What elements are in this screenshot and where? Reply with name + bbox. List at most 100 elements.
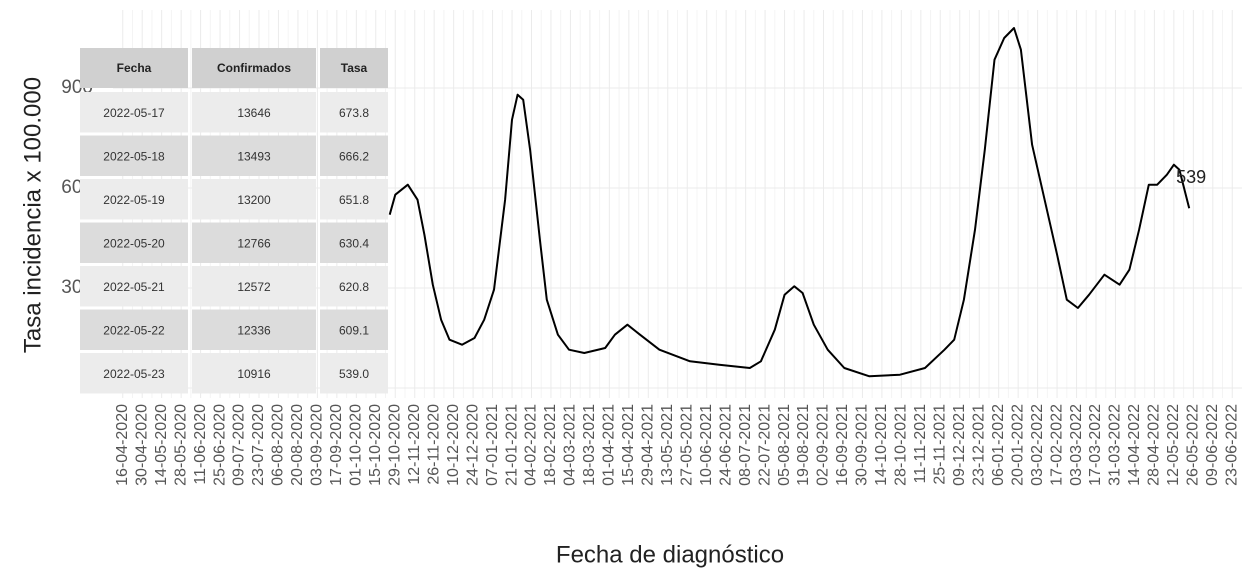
x-tick-label: 23-12-2021 [970, 404, 987, 486]
x-tick-label: 14-10-2021 [873, 404, 890, 486]
table-cell [80, 222, 188, 263]
x-tick-label: 06-01-2022 [990, 404, 1007, 486]
x-tick-label: 11-06-2020 [192, 404, 209, 485]
x-tick-label: 01-04-2021 [601, 404, 618, 486]
cell-text: 609.1 [339, 323, 369, 337]
x-tick-label: 27-05-2021 [678, 404, 695, 486]
cell-text: 2022-05-23 [103, 367, 165, 381]
x-tick-label: 06-08-2020 [270, 404, 287, 486]
x-tick-label: 01-10-2020 [348, 404, 365, 486]
x-tick-label: 09-12-2021 [951, 404, 968, 486]
x-tick-label: 04-03-2021 [562, 404, 579, 486]
table-cell [320, 92, 388, 133]
table-cell [80, 266, 188, 307]
y-axis-title: Tasa incidencia x 100.000 [19, 77, 46, 353]
cell-text: 666.2 [339, 149, 369, 163]
x-tick-label: 28-05-2020 [172, 404, 189, 486]
cell-text: 12572 [237, 280, 271, 294]
x-tick-label: 25-11-2021 [932, 404, 949, 485]
cell-text: 2022-05-20 [103, 236, 165, 250]
table-cell [192, 266, 316, 307]
x-tick-label: 17-03-2022 [1087, 404, 1104, 486]
x-tick-label: 16-04-2020 [114, 404, 131, 486]
x-tick-label: 09-06-2022 [1204, 404, 1221, 486]
table-cell [80, 309, 188, 350]
header-cell [192, 48, 316, 88]
table-cell [320, 309, 388, 350]
cell-text: 620.8 [339, 280, 369, 294]
table-cell [320, 179, 388, 220]
x-tick-label: 28-04-2022 [1146, 404, 1163, 486]
x-tick-label: 26-05-2022 [1185, 404, 1202, 486]
x-tick-label: 14-05-2020 [153, 404, 170, 486]
table-cell [192, 309, 316, 350]
cell-text: 10916 [237, 367, 271, 381]
table-cell [192, 135, 316, 176]
cell-text: 539.0 [339, 367, 369, 381]
cell-text: 13493 [237, 149, 271, 163]
header-cell [320, 48, 388, 88]
x-tick-label: 31-03-2022 [1107, 404, 1124, 486]
x-tick-label: 29-10-2020 [386, 404, 403, 486]
x-tick-label: 09-07-2020 [231, 404, 248, 486]
x-tick-label: 20-08-2020 [289, 404, 306, 486]
annotation: 539 [1176, 167, 1206, 187]
cell-text: 651.8 [339, 193, 369, 207]
x-tick-label: 15-04-2021 [620, 404, 637, 486]
x-tick-label: 10-06-2021 [698, 404, 715, 486]
cell-text: 12336 [237, 323, 271, 337]
table-cell [192, 353, 316, 394]
table-cell [192, 179, 316, 220]
x-tick-label: 23-06-2022 [1223, 404, 1240, 486]
cell-text: 13200 [237, 193, 271, 207]
cell-text: 2022-05-21 [103, 280, 165, 294]
header-text: Tasa [341, 61, 368, 75]
cell-text: 630.4 [339, 236, 369, 250]
x-tick-label: 30-04-2020 [133, 404, 150, 486]
x-tick-label: 19-08-2021 [795, 404, 812, 486]
x-tick-label: 16-09-2021 [834, 404, 851, 486]
x-tick-label: 12-11-2020 [406, 404, 423, 485]
table-cell [80, 353, 188, 394]
x-tick-label: 18-02-2021 [542, 404, 559, 486]
table-cell [192, 222, 316, 263]
header-text: Confirmados [217, 61, 291, 75]
table: Fecha Confirmados Tasa 2022-05-17 13646 673.8… [80, 48, 388, 394]
x-tick-label: 03-03-2022 [1068, 404, 1085, 486]
x-tick-label: 25-06-2020 [211, 404, 228, 486]
x-tick-label: 20-01-2022 [1009, 404, 1026, 486]
cell-text: 2022-05-19 [103, 193, 165, 207]
table-cell [80, 92, 188, 133]
x-tick-label: 17-09-2020 [328, 404, 345, 486]
x-tick-label: 29-04-2021 [640, 404, 657, 486]
cell-text: 673.8 [339, 106, 369, 120]
table-cell [80, 135, 188, 176]
x-tick-label: 07-01-2021 [484, 404, 501, 486]
table-cell [80, 179, 188, 220]
x-tick-label: 03-09-2020 [309, 404, 326, 486]
header-text: Fecha [117, 61, 152, 75]
x-tick-label: 12-05-2022 [1165, 404, 1182, 486]
table-cell [192, 92, 316, 133]
cell-text: 12766 [237, 236, 271, 250]
x-tick-label: 11-11-2021 [912, 404, 929, 484]
x-tick-label: 21-01-2021 [503, 404, 520, 486]
header-cell [80, 48, 188, 88]
line [388, 27, 1191, 378]
x-tick-label: 23-07-2020 [250, 404, 267, 486]
x-tick-label: 30-09-2021 [854, 404, 871, 486]
table-cell [320, 353, 388, 394]
x-tick-label: 26-11-2020 [425, 404, 442, 485]
cell-text: 2022-05-18 [103, 149, 165, 163]
table-cell [320, 222, 388, 263]
table-cell [320, 266, 388, 307]
x-tick-label: 14-04-2022 [1126, 404, 1143, 486]
x-tick-label: 02-09-2021 [815, 404, 832, 486]
x-tick-label: 15-10-2020 [367, 404, 384, 486]
table-cell [320, 135, 388, 176]
x-tick-label: 08-07-2021 [737, 404, 754, 486]
x-tick-label: 17-02-2022 [1048, 404, 1065, 486]
x-tick-label: 18-03-2021 [581, 404, 598, 486]
cell-text: 2022-05-22 [103, 323, 165, 337]
x-tick-label: 22-07-2021 [756, 404, 773, 486]
